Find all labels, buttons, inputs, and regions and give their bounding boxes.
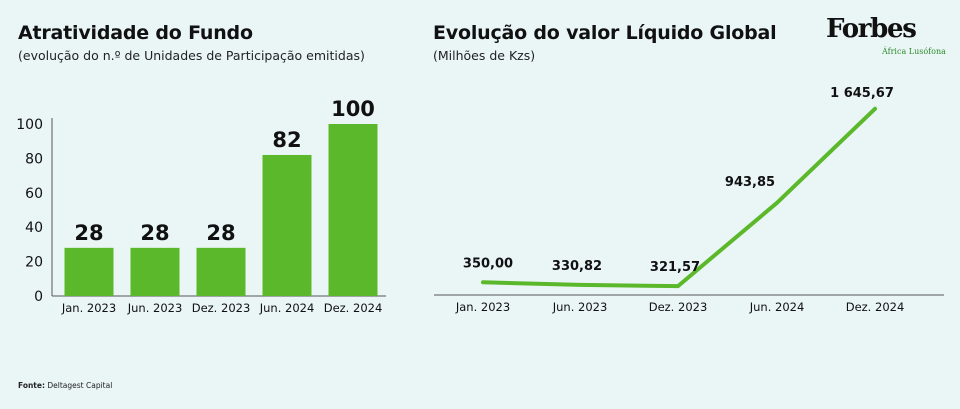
bar-x-tick-label: Dez. 2023 xyxy=(192,301,251,315)
bar-y-tick-label: 0 xyxy=(34,289,43,305)
bar-chart-title: Atratividade do Fundo xyxy=(18,22,253,44)
brand-name: Forbes xyxy=(826,14,917,44)
bar-data-label: 28 xyxy=(74,221,103,245)
line-chart-subtitle: (Milhões de Kzs) xyxy=(433,48,536,63)
source-label: Fonte: xyxy=(18,381,45,390)
line-data-label: 350,00 xyxy=(463,256,513,271)
bar-data-label: 100 xyxy=(331,97,375,121)
bar-x-tick-label: Jun. 2023 xyxy=(127,301,183,315)
line-point xyxy=(677,285,679,287)
bar xyxy=(328,124,378,296)
bar-y-tick-label: 60 xyxy=(25,186,43,202)
bar-data-label: 28 xyxy=(206,221,235,245)
line-x-tick-label: Jun. 2023 xyxy=(552,300,608,314)
bar xyxy=(196,247,246,296)
bar-chart-subtitle: (evolução do n.º de Unidades de Particip… xyxy=(18,48,365,63)
bar xyxy=(262,154,312,296)
line-data-label: 321,57 xyxy=(650,260,700,275)
bar-x-tick-label: Dez. 2024 xyxy=(324,301,383,315)
source-text: Deltagest Capital xyxy=(47,381,113,390)
line-point xyxy=(482,281,484,283)
bar-x-tick-label: Jun. 2024 xyxy=(259,301,315,315)
bar-data-label: 28 xyxy=(140,221,169,245)
line-data-label: 1 645,67 xyxy=(830,86,894,101)
bar-x-tick-label: Jan. 2023 xyxy=(61,301,116,315)
bar-y-tick-label: 80 xyxy=(25,151,43,167)
brand-edition: África Lusófona xyxy=(882,47,946,56)
line-x-tick-label: Dez. 2023 xyxy=(649,300,708,314)
brand-logo: Forbes África Lusófona xyxy=(826,14,946,64)
bar-y-tick-label: 40 xyxy=(25,220,43,236)
line-point xyxy=(874,108,876,110)
source-note: Fonte: Deltagest Capital xyxy=(18,381,112,390)
bar-y-tick-label: 100 xyxy=(16,117,43,133)
line-data-label: 330,82 xyxy=(552,259,602,274)
line-data-label: 943,85 xyxy=(725,175,775,190)
line-point xyxy=(776,202,778,204)
line-point xyxy=(579,284,581,286)
bar-data-label: 82 xyxy=(272,128,301,152)
line-x-tick-label: Jan. 2023 xyxy=(455,300,510,314)
line-x-tick-label: Jun. 2024 xyxy=(749,300,805,314)
line-chart-title: Evolução do valor Líquido Global xyxy=(433,22,777,44)
bar xyxy=(130,247,180,296)
bar-y-tick-label: 20 xyxy=(25,255,43,271)
bar xyxy=(64,247,114,296)
line-x-tick-label: Dez. 2024 xyxy=(846,300,905,314)
